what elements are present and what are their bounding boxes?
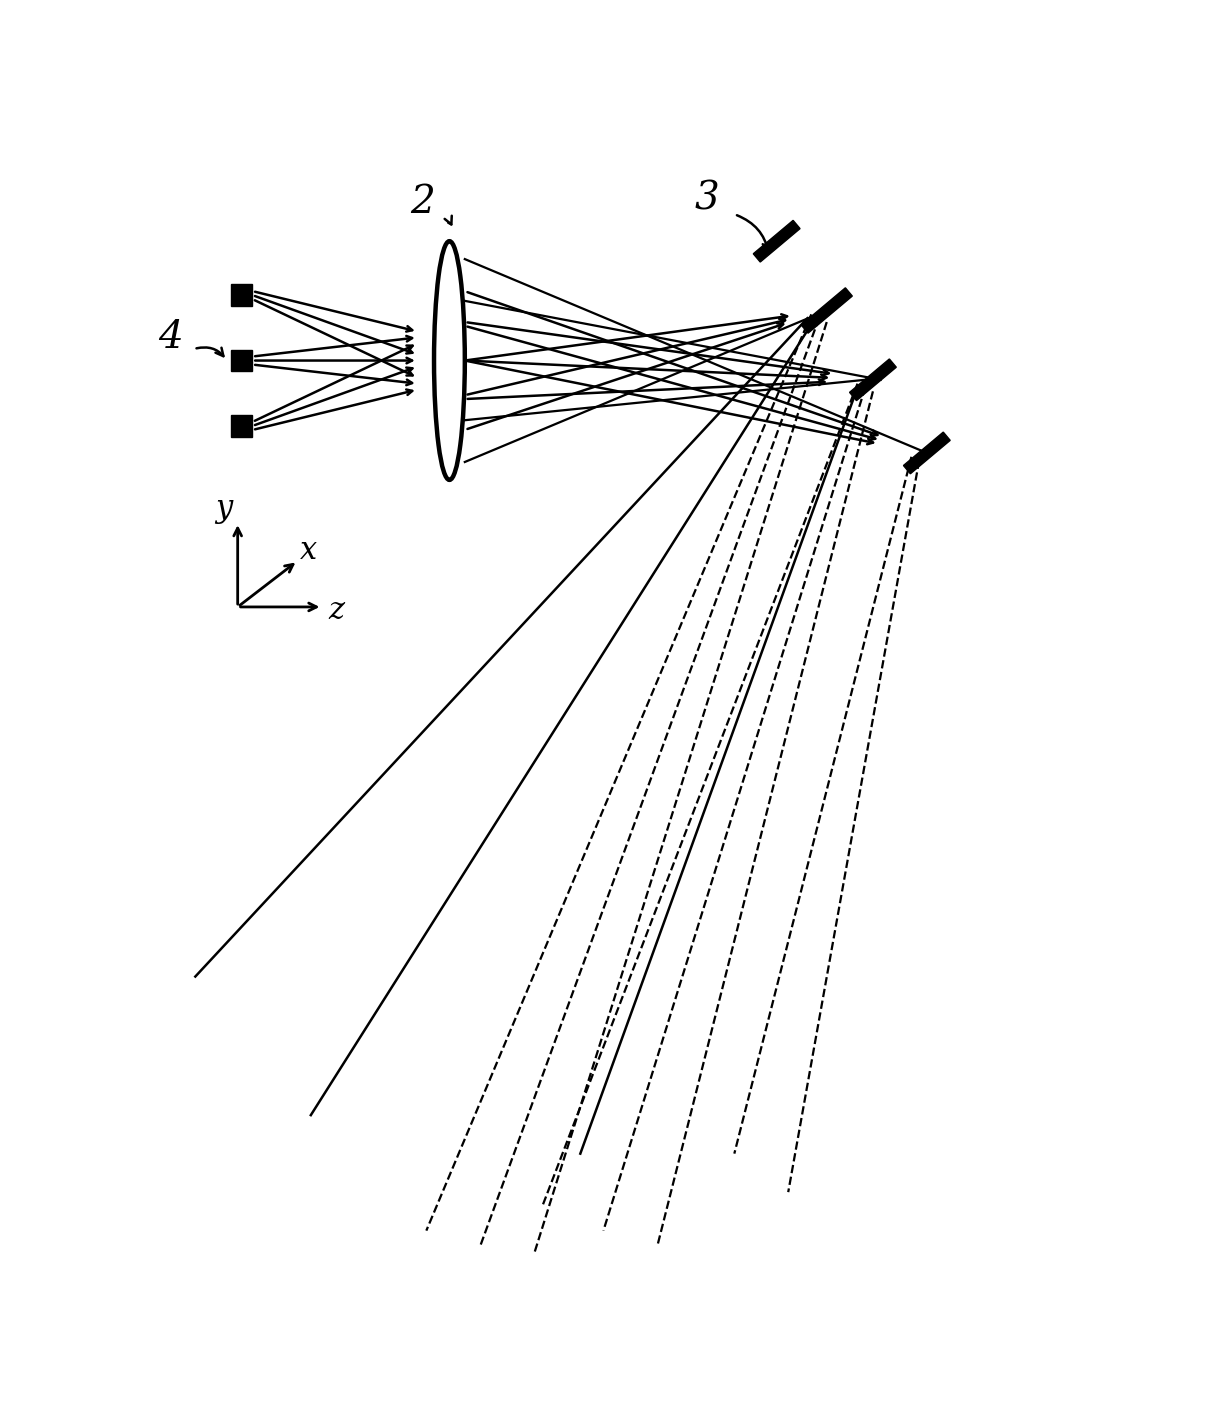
Text: z: z xyxy=(328,595,344,626)
Polygon shape xyxy=(904,432,951,473)
Ellipse shape xyxy=(434,241,465,481)
Text: 3: 3 xyxy=(695,180,720,217)
Bar xyxy=(231,415,252,436)
Polygon shape xyxy=(850,359,897,401)
Polygon shape xyxy=(801,288,852,334)
Text: y: y xyxy=(215,493,232,523)
Text: 2: 2 xyxy=(410,184,435,221)
Bar xyxy=(231,284,252,305)
Bar xyxy=(231,349,252,371)
Text: x: x xyxy=(300,535,317,566)
Polygon shape xyxy=(753,221,800,262)
Text: 4: 4 xyxy=(159,319,183,356)
